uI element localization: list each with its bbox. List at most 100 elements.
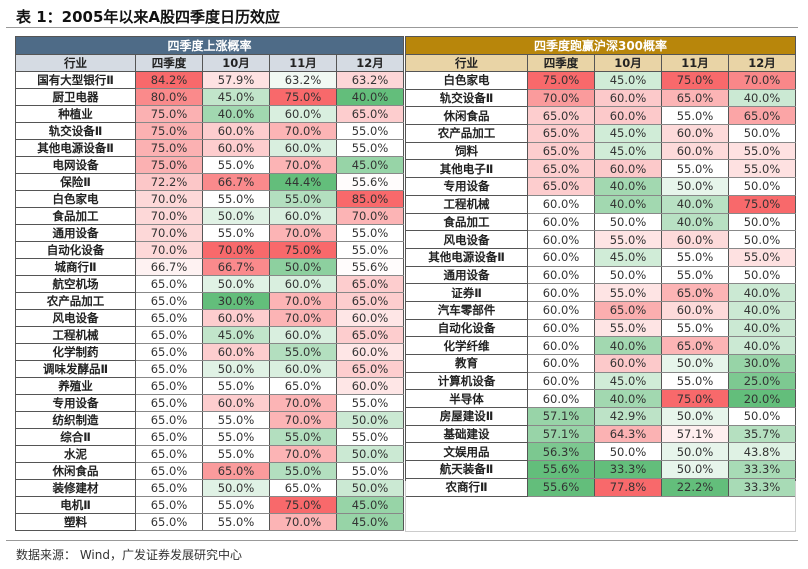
industry-name: 房屋建设Ⅱ xyxy=(405,407,528,426)
probability-cell: 64.3% xyxy=(594,424,662,444)
probability-cell: 30.0% xyxy=(728,354,796,373)
probability-cell: 22.2% xyxy=(661,477,729,497)
industry-name: 种植业 xyxy=(15,105,136,123)
table-row: 水泥 65.0% 55.0% 70.0% 50.0% xyxy=(15,445,405,463)
probability-cell: 60.0% xyxy=(335,377,405,395)
industry-name: 自动化设备 xyxy=(15,241,136,259)
probability-cell: 65.0% xyxy=(135,445,203,463)
probability-cell: 50.0% xyxy=(335,479,405,497)
probability-cell: 55.0% xyxy=(202,224,270,242)
probability-cell: 66.7% xyxy=(202,258,270,276)
probability-cell: 65.0% xyxy=(527,177,595,196)
probability-cell: 75.0% xyxy=(135,105,203,123)
table-title: 表 1：2005年以来A股四季度日历效应 xyxy=(16,8,281,26)
table-row: 电机Ⅱ 65.0% 55.0% 75.0% 45.0% xyxy=(15,496,405,514)
probability-cell: 55.0% xyxy=(661,265,729,285)
table-row: 城商行Ⅱ 66.7% 66.7% 50.0% 55.6% xyxy=(15,258,405,276)
probability-cell: 42.9% xyxy=(594,407,662,426)
industry-name: 化学制药 xyxy=(15,343,136,361)
probability-cell: 33.3% xyxy=(728,477,796,497)
probability-cell: 65.0% xyxy=(661,336,729,355)
industry-name: 厨卫电器 xyxy=(15,88,136,106)
probability-cell: 45.0% xyxy=(594,371,662,391)
table-row: 自动化设备 60.0% 55.0% 55.0% 40.0% xyxy=(405,318,796,338)
probability-cell: 33.3% xyxy=(728,460,796,479)
probability-cell: 57.1% xyxy=(661,424,729,444)
source-note: 数据来源： Wind，广发证券发展研究中心 xyxy=(16,548,242,562)
table-row: 纺织制造 65.0% 55.0% 70.0% 50.0% xyxy=(15,411,405,429)
probability-cell: 63.2% xyxy=(335,71,405,89)
probability-cell: 45.0% xyxy=(335,513,405,531)
probability-cell: 60.0% xyxy=(594,88,662,108)
industry-name: 化学纤维 xyxy=(405,336,528,355)
probability-cell: 65.0% xyxy=(661,88,729,108)
probability-cell: 60.0% xyxy=(527,318,595,338)
industry-name: 食品加工 xyxy=(405,212,528,232)
table-row: 化学纤维 60.0% 40.0% 65.0% 40.0% xyxy=(405,336,796,355)
probability-cell: 65.0% xyxy=(135,292,203,310)
probability-cell: 60.0% xyxy=(594,159,662,179)
industry-name: 白色家电 xyxy=(15,190,136,208)
industry-name: 休闲食品 xyxy=(15,462,136,480)
probability-cell: 65.0% xyxy=(527,124,595,143)
probability-cell: 55.6% xyxy=(527,477,595,497)
industry-name: 养殖业 xyxy=(15,377,136,395)
table-row: 基础建设 57.1% 64.3% 57.1% 35.7% xyxy=(405,424,796,444)
column-header: 12月 xyxy=(335,54,405,72)
probability-cell: 20.0% xyxy=(728,389,796,409)
industry-name: 饲料 xyxy=(405,141,528,161)
probability-cell: 40.0% xyxy=(661,194,729,214)
industry-name: 文娱用品 xyxy=(405,442,528,462)
empty-area xyxy=(405,481,796,532)
industry-name: 农产品加工 xyxy=(405,124,528,143)
probability-cell: 65.0% xyxy=(527,106,595,126)
probability-cell: 65.0% xyxy=(135,428,203,446)
probability-cell: 50.0% xyxy=(594,265,662,285)
column-header: 12月 xyxy=(728,54,796,72)
probability-cell: 50.0% xyxy=(594,442,662,462)
probability-cell: 60.0% xyxy=(594,354,662,373)
industry-name: 半导体 xyxy=(405,389,528,409)
probability-cell: 55.0% xyxy=(269,428,337,446)
industry-name: 电网设备 xyxy=(15,156,136,174)
probability-cell: 65.0% xyxy=(269,377,337,395)
probability-cell: 75.0% xyxy=(269,241,337,259)
probability-cell: 44.4% xyxy=(269,173,337,191)
probability-cell: 60.0% xyxy=(661,124,729,143)
probability-cell: 55.0% xyxy=(202,190,270,208)
table-row: 工程机械 60.0% 40.0% 40.0% 75.0% xyxy=(405,194,796,214)
probability-cell: 65.0% xyxy=(135,275,203,293)
table-row: 证券Ⅱ 60.0% 55.0% 65.0% 40.0% xyxy=(405,283,796,302)
table-row: 其他电源设备Ⅱ 60.0% 45.0% 55.0% 55.0% xyxy=(405,247,796,267)
table-row: 白色家电 75.0% 45.0% 75.0% 70.0% xyxy=(405,71,796,90)
probability-cell: 75.0% xyxy=(661,389,729,409)
industry-name: 农产品加工 xyxy=(15,292,136,310)
table-row: 自动化设备 70.0% 70.0% 75.0% 55.0% xyxy=(15,241,405,259)
probability-cell: 70.0% xyxy=(728,71,796,90)
probability-cell: 50.0% xyxy=(661,354,729,373)
probability-cell: 50.0% xyxy=(335,411,405,429)
table-row: 食品加工 60.0% 50.0% 40.0% 50.0% xyxy=(405,212,796,232)
probability-cell: 55.0% xyxy=(594,318,662,338)
industry-name: 塑料 xyxy=(15,513,136,531)
table-row: 半导体 60.0% 40.0% 75.0% 20.0% xyxy=(405,389,796,409)
probability-cell: 60.0% xyxy=(202,343,270,361)
probability-cell: 40.0% xyxy=(728,283,796,302)
probability-cell: 65.0% xyxy=(594,300,662,320)
probability-cell: 50.0% xyxy=(202,360,270,378)
probability-cell: 33.3% xyxy=(594,460,662,479)
table-row: 汽车零部件 60.0% 65.0% 60.0% 40.0% xyxy=(405,300,796,320)
industry-name: 国有大型银行Ⅱ xyxy=(15,71,136,89)
probability-cell: 60.0% xyxy=(527,194,595,214)
table-row: 国有大型银行Ⅱ 84.2% 57.9% 63.2% 63.2% xyxy=(15,71,405,89)
industry-name: 通用设备 xyxy=(405,265,528,285)
table-row: 休闲食品 65.0% 60.0% 55.0% 65.0% xyxy=(405,106,796,126)
industry-name: 农商行Ⅱ xyxy=(405,477,528,497)
table-row: 农商行Ⅱ 55.6% 77.8% 22.2% 33.3% xyxy=(405,477,796,497)
probability-cell: 60.0% xyxy=(527,354,595,373)
probability-cell: 84.2% xyxy=(135,71,203,89)
table-row: 轨交设备Ⅱ 75.0% 60.0% 70.0% 55.0% xyxy=(15,122,405,140)
probability-cell: 43.8% xyxy=(728,442,796,462)
probability-cell: 65.0% xyxy=(135,411,203,429)
table-caption: 四季度上涨概率 xyxy=(14,36,405,55)
